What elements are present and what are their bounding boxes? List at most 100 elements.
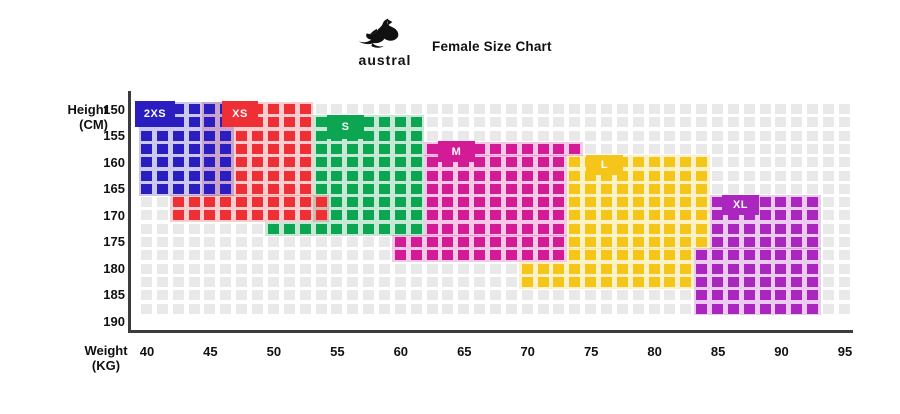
grid-cell [489, 130, 501, 141]
grid-cell [696, 130, 708, 141]
grid-cell [172, 157, 184, 168]
grid-cell [474, 290, 486, 301]
x-axis-line [128, 330, 853, 333]
grid-cell [648, 143, 660, 154]
grid-cell [489, 250, 501, 261]
grid-cell [426, 237, 438, 247]
grid-cell [632, 237, 644, 247]
grid-cell [696, 263, 708, 274]
grid-cell [585, 303, 597, 314]
grid-cell [315, 170, 327, 181]
grid-cell [600, 263, 612, 274]
grid-cell [394, 263, 406, 274]
grid-cell [458, 210, 470, 221]
grid-cell [204, 197, 216, 208]
grid-cell [267, 223, 279, 234]
x-tick-label: 65 [457, 344, 472, 359]
grid-cell [759, 210, 771, 221]
grid-cell [553, 170, 565, 181]
grid-cell [378, 276, 390, 287]
grid-cell [378, 250, 390, 261]
grid-cell [363, 157, 374, 168]
grid-cell [680, 303, 692, 314]
grid-cell [188, 237, 200, 247]
grid-cell [283, 223, 295, 234]
grid-cell [363, 104, 374, 114]
grid-cell [252, 250, 263, 261]
grid-cell [553, 130, 565, 141]
grid-cell [236, 157, 248, 168]
grid-cell [823, 263, 834, 274]
grid-cell [648, 183, 660, 194]
grid-cell [267, 263, 279, 274]
grid-cell [220, 170, 232, 181]
grid-cell [141, 290, 152, 301]
grid-cell [442, 210, 454, 221]
grid-cell [442, 157, 454, 168]
grid-cell [394, 104, 406, 114]
grid-cell [236, 290, 248, 301]
grid-cell [505, 170, 517, 181]
grid-cell [331, 263, 343, 274]
grid-cell [585, 237, 597, 247]
grid-cell [188, 130, 200, 141]
grid-cell [220, 303, 232, 314]
grid-cell [489, 303, 501, 314]
grid-cell [696, 276, 708, 287]
grid-cell [252, 197, 263, 208]
grid-cell [569, 210, 581, 221]
grid-cell [267, 157, 279, 168]
grid-cell [172, 303, 184, 314]
grid-cell [156, 237, 168, 247]
grid-cell [299, 210, 311, 221]
grid-cell [664, 210, 676, 221]
grid-cell [315, 276, 327, 287]
grid-cell [315, 263, 327, 274]
grid-cell [807, 117, 819, 128]
brand-logo: austral [350, 16, 420, 68]
grid-cell [807, 197, 819, 208]
grid-cell [775, 104, 787, 114]
size-badge-m: M [438, 141, 475, 162]
grid-cell [331, 303, 343, 314]
grid-cell [204, 290, 216, 301]
grid-cell [458, 223, 470, 234]
grid-cell [188, 170, 200, 181]
grid-cell [283, 303, 295, 314]
grid-cell [172, 143, 184, 154]
grid-cell [283, 170, 295, 181]
grid-cell [807, 104, 819, 114]
grid-cell [648, 130, 660, 141]
grid-cell [394, 183, 406, 194]
grid-cell [315, 210, 327, 221]
grid-cell [220, 276, 232, 287]
grid-cell [489, 104, 501, 114]
grid-cell [394, 197, 406, 208]
grid-cell [712, 223, 723, 234]
y-tick-label: 170 [103, 207, 125, 223]
grid-cell [712, 117, 723, 128]
grid-cell [267, 276, 279, 287]
grid-cell [252, 290, 263, 301]
grid-cell [743, 143, 755, 154]
grid-cell [600, 223, 612, 234]
grid-cell [220, 143, 232, 154]
grid-cell [838, 303, 850, 314]
grid-cell [458, 170, 470, 181]
grid-cell [807, 263, 819, 274]
grid-cell [775, 250, 787, 261]
grid-cell [807, 276, 819, 287]
grid-cell [553, 223, 565, 234]
grid-cell [727, 223, 739, 234]
grid-cell [378, 104, 390, 114]
grid-cell [489, 197, 501, 208]
grid-cell [838, 210, 850, 221]
grid-cell [569, 290, 581, 301]
grid-cell [759, 263, 771, 274]
grid-cell [664, 170, 676, 181]
grid-cell [442, 117, 454, 128]
grid-cell [236, 210, 248, 221]
grid-cell [712, 130, 723, 141]
grid-cell [775, 290, 787, 301]
grid-cell [204, 183, 216, 194]
